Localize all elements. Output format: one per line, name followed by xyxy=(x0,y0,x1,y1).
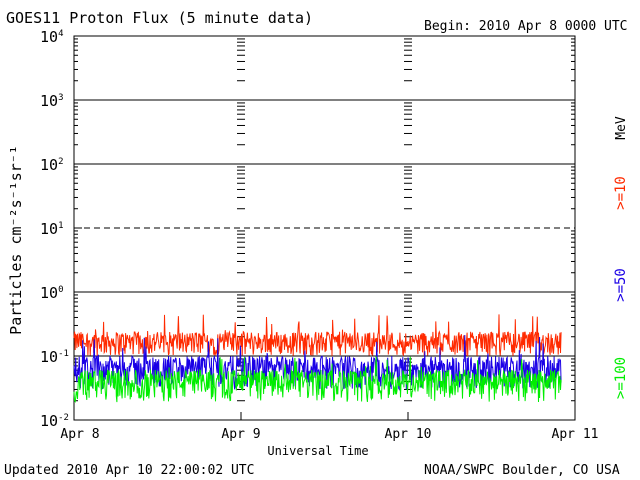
series-line-100 xyxy=(73,356,562,403)
x-tick-labels: Apr 8 Apr 9 Apr 10 Apr 11 xyxy=(60,427,598,442)
y-tick-label: 10-1 xyxy=(40,348,69,366)
x-tick-label: Apr 9 xyxy=(221,427,260,442)
y-tick-label: 103 xyxy=(40,92,63,110)
x-axis-label: Universal Time xyxy=(267,444,368,458)
legend-entry-10: >=10 xyxy=(613,176,629,210)
chart-title: GOES11 Proton Flux (5 minute data) xyxy=(6,9,313,27)
y-tick-label: 101 xyxy=(40,220,63,238)
updated-label: Updated 2010 Apr 10 22:00:02 UTC xyxy=(4,463,254,478)
legend: >=10 >=50 >=100 xyxy=(613,176,629,399)
source-label: NOAA/SWPC Boulder, CO USA xyxy=(424,463,620,478)
data-series xyxy=(73,314,562,403)
y-tick-label: 104 xyxy=(40,28,63,46)
unit-label: MeV xyxy=(614,116,629,140)
day-divider-ticks xyxy=(237,38,412,420)
y-axis-label: Particles cm⁻²s⁻¹sr⁻¹ xyxy=(7,145,25,335)
y-tick-label: 102 xyxy=(40,156,63,174)
legend-entry-100: >=100 xyxy=(613,357,629,399)
x-tick-label: Apr 10 xyxy=(385,427,432,442)
legend-entry-50: >=50 xyxy=(613,268,629,302)
y-tick-label: 100 xyxy=(40,284,63,302)
begin-label: Begin: 2010 Apr 8 0000 UTC xyxy=(424,19,628,34)
series-line-10 xyxy=(73,314,562,357)
x-tick-label: Apr 11 xyxy=(552,427,599,442)
x-tick-label: Apr 8 xyxy=(60,427,99,442)
